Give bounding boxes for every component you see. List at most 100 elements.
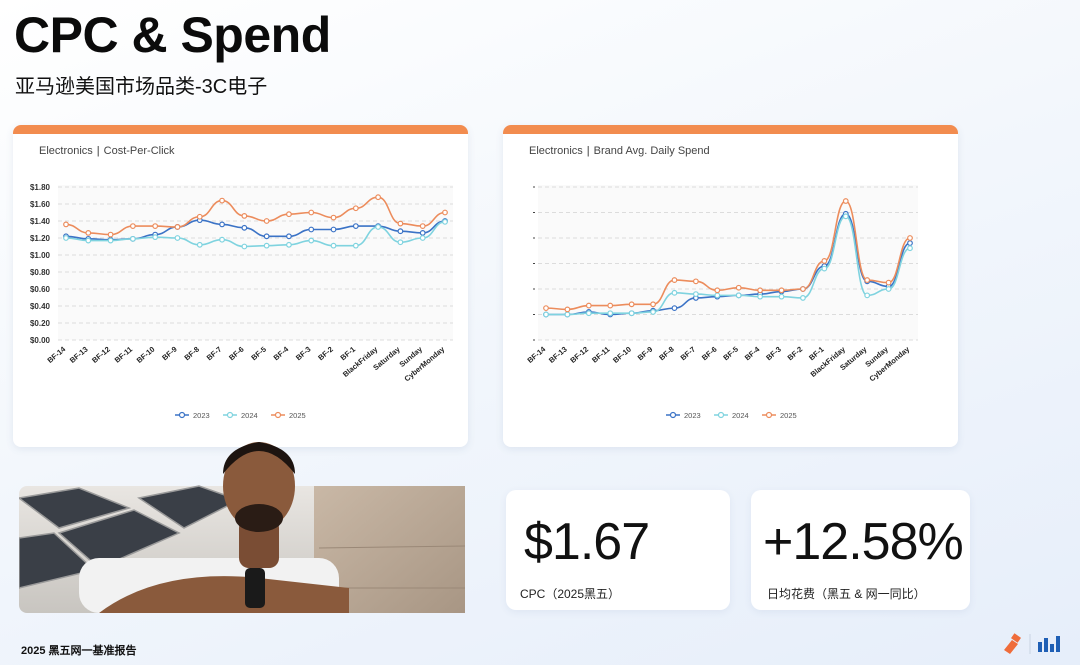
data-point-2024	[375, 224, 382, 230]
data-point-2024	[85, 237, 92, 244]
data-point-2023	[419, 229, 426, 236]
page-title: CPC & Spend	[14, 7, 331, 63]
cpc-chart-card: Electronics | Cost-Per-Click $0.00 $0.20 $0.…	[13, 125, 468, 447]
data-point-2024	[308, 237, 315, 244]
spend-chart-card: Electronics | Brand Avg. Daily Spend BF-14…	[503, 125, 958, 447]
x-tick-label: BF-14	[46, 344, 68, 365]
data-point-2024	[842, 213, 849, 220]
data-point-2025	[263, 218, 270, 224]
legend-label: 2023	[193, 411, 210, 420]
data-point-2024	[778, 293, 785, 300]
chart-title-separator: |	[586, 145, 590, 157]
data-point-2024	[397, 239, 404, 246]
data-point-2024	[442, 218, 448, 225]
kpi-card-spend: +12.58% 日均花费（黑五 & 网一同比）	[751, 490, 970, 610]
data-point-2024	[129, 235, 136, 242]
data-point-2024	[821, 265, 828, 272]
brand-logos	[1004, 633, 1060, 654]
data-point-2024	[585, 310, 592, 317]
data-point-2024	[800, 295, 806, 301]
chart-title-metric: Cost-Per-Click	[103, 145, 175, 157]
data-point-2023	[241, 224, 248, 231]
data-point-2025	[152, 223, 159, 229]
data-point-2023	[907, 240, 913, 246]
y-tick-label: $1.60	[30, 200, 51, 209]
x-tick-label: BF-3	[294, 345, 313, 363]
y-tick-label: $0.40	[30, 302, 51, 311]
y-tick-label: $0.80	[30, 268, 51, 277]
y-tick-label: $0.60	[30, 285, 51, 294]
legend-marker	[178, 411, 186, 419]
data-point-2025	[308, 209, 315, 216]
chart-title-metric: Brand Avg. Daily Spend	[593, 145, 710, 157]
plot-area	[538, 185, 918, 340]
data-point-2025	[196, 213, 203, 220]
legend-label: 2024	[732, 411, 749, 420]
data-point-2024	[352, 242, 359, 249]
x-tick-label: BF-10	[611, 345, 633, 365]
data-point-2024	[607, 310, 614, 317]
data-point-2024	[419, 235, 426, 241]
x-tick-label: BF-5	[249, 345, 268, 363]
y-tick-label: $0.00	[30, 336, 51, 345]
x-tick-label: BF-8	[657, 345, 676, 363]
legend-label: 2024	[241, 411, 258, 420]
kpi-value: $1.67	[524, 513, 650, 571]
data-point-2023	[352, 223, 359, 229]
data-point-2023	[308, 226, 315, 233]
data-point-2025	[671, 277, 678, 283]
data-point-2024	[885, 286, 892, 292]
kpi-label: CPC（2025黑五）	[520, 587, 621, 601]
y-tick-label: $1.20	[30, 234, 51, 243]
x-tick-label: BF-5	[721, 345, 740, 363]
data-point-2023	[219, 221, 225, 228]
data-point-2025	[735, 284, 742, 291]
data-point-2023	[263, 233, 270, 240]
data-point-2024	[152, 234, 159, 241]
data-point-2024	[63, 235, 69, 241]
data-point-2025	[842, 198, 849, 204]
data-point-2025	[907, 235, 913, 241]
x-tick-label: BF-10	[135, 345, 157, 365]
data-point-2025	[607, 302, 614, 309]
data-point-2025	[397, 220, 404, 227]
data-point-2025	[286, 211, 292, 218]
x-tick-label: BF-13	[547, 345, 569, 365]
x-tick-label: BF-12	[90, 345, 112, 365]
data-point-2025	[757, 287, 764, 294]
x-tick-label: BF-11	[113, 345, 134, 365]
person-figure	[79, 442, 349, 613]
y-tick-label: $1.00	[30, 251, 51, 260]
card-accent-bar	[13, 125, 468, 134]
data-point-2025	[219, 197, 225, 204]
data-point-2024	[196, 241, 203, 248]
data-point-2025	[419, 223, 426, 229]
data-point-2023	[671, 305, 678, 312]
smartwatch-icon	[245, 568, 265, 608]
data-point-2025	[650, 301, 656, 308]
data-point-2025	[352, 205, 359, 212]
data-point-2025	[174, 224, 181, 230]
x-tick-label: BF-4	[272, 344, 291, 362]
y-tick-label: $1.80	[30, 183, 51, 192]
data-point-2023	[397, 228, 404, 235]
kpi-label: 日均花费（黑五 & 网一同比）	[767, 587, 926, 601]
cpc-line-chart: $0.00 $0.20 $0.40 $0.60 $0.80 $1.00 $1.20 $1.40…	[30, 183, 453, 420]
kpi-card-cpc: $1.67 CPC（2025黑五）	[506, 490, 730, 610]
x-tick-label: BF-2	[316, 345, 335, 363]
data-point-2024	[714, 292, 721, 299]
footer-text: 2025 黑五网一基准报告	[21, 645, 137, 657]
legend-label: 2025	[289, 411, 306, 420]
x-tick-label: BF-13	[68, 345, 90, 365]
x-tick-label: BF-7	[679, 345, 698, 363]
data-point-2025	[241, 212, 248, 219]
hammer-logo-icon	[1004, 633, 1021, 654]
plot-area	[58, 185, 453, 340]
x-tick-label: BF-14	[526, 344, 548, 365]
x-tick-label: BF-11	[590, 345, 611, 365]
data-point-2025	[564, 306, 571, 313]
data-point-2025	[821, 258, 828, 264]
data-point-2024	[543, 311, 549, 318]
hero-photo	[19, 442, 465, 613]
data-point-2025	[442, 209, 448, 216]
